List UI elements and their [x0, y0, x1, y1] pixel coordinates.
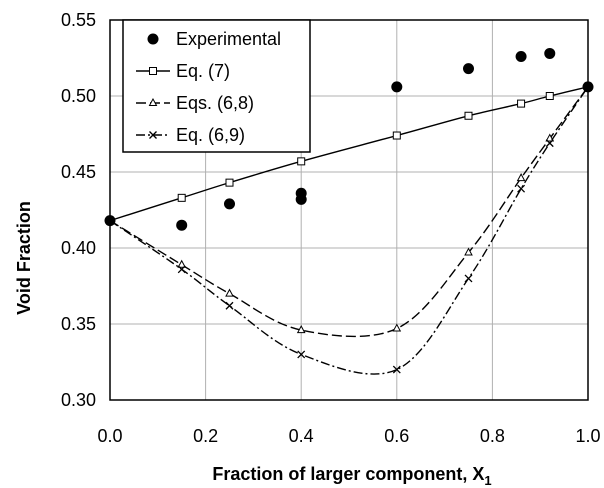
x-tick-labels: 0.0 0.2 0.4 0.6 0.8 1.0: [97, 426, 600, 446]
y-tick-label: 0.30: [61, 390, 96, 410]
data-point-stroke: [545, 139, 554, 148]
data-point: [517, 184, 526, 193]
data-point: [149, 131, 157, 139]
data-point-stroke: [392, 365, 401, 374]
data-point: [463, 63, 474, 75]
y-tick-label: 0.55: [61, 10, 96, 30]
series-eq-7: [106, 82, 592, 225]
data-point: [148, 97, 158, 106]
y-tick-label: 0.40: [61, 238, 96, 258]
x-tick-label: 1.0: [575, 426, 600, 446]
data-point: [391, 81, 403, 93]
legend-label: Experimental: [176, 29, 281, 49]
y-tick-label: 0.50: [61, 86, 96, 106]
data-point: [464, 247, 473, 256]
legend: Experimental Eq. (7) Eqs. (6,8) Eq. (6,9): [122, 19, 311, 153]
data-point: [464, 111, 473, 120]
data-point: [177, 265, 186, 274]
data-point-stroke: [225, 301, 234, 310]
data-point: [392, 365, 401, 374]
data-point: [545, 92, 554, 100]
data-point: [225, 301, 234, 310]
data-point: [544, 47, 556, 59]
legend-item: Eq. (7): [136, 61, 230, 81]
data-point: [296, 325, 306, 334]
x-tick-label: 0.0: [97, 426, 122, 446]
data-point: [225, 288, 234, 297]
data-point: [392, 323, 402, 332]
series-experimental: [104, 47, 594, 231]
legend-label: Eq. (7): [176, 61, 230, 81]
data-point-stroke: [464, 274, 473, 283]
data-point: [176, 219, 188, 231]
data-point: [582, 81, 594, 93]
series-layer: [104, 47, 594, 375]
legend-item: Eq. (6,9): [136, 125, 245, 145]
data-point: [517, 99, 526, 108]
legend-label: Eq. (6,9): [176, 125, 245, 145]
data-point: [297, 157, 306, 166]
data-point: [149, 67, 157, 75]
x-tick-label: 0.2: [193, 426, 218, 446]
data-point: [392, 131, 401, 140]
series-line: [109, 86, 589, 222]
y-axis-title: Void Fraction: [14, 201, 34, 315]
legend-item: Eqs. (6,8): [136, 93, 254, 113]
y-tick-label: 0.45: [61, 162, 96, 182]
data-point: [225, 178, 234, 187]
data-point-stroke: [517, 184, 526, 193]
data-point: [297, 350, 306, 359]
data-point: [464, 274, 473, 283]
data-point: [295, 187, 307, 199]
x-tick-label: 0.8: [480, 426, 505, 446]
data-point: [224, 198, 235, 210]
x-axis-title-main: Fraction of larger component, X: [212, 464, 484, 484]
data-point: [177, 193, 186, 202]
data-point: [147, 33, 159, 45]
x-tick-label: 0.6: [384, 426, 409, 446]
data-point: [516, 173, 526, 182]
data-point: [515, 50, 527, 62]
legend-item: Experimental: [147, 29, 281, 49]
data-point: [177, 259, 187, 268]
x-axis-title-subscript: 1: [484, 473, 491, 488]
data-point: [104, 215, 116, 227]
plot-area: [109, 19, 589, 401]
y-tick-label: 0.35: [61, 314, 96, 334]
data-point-stroke: [149, 131, 157, 139]
x-axis-title: Fraction of larger component, X1: [212, 464, 491, 488]
y-tick-labels: 0.30 0.35 0.40 0.45 0.50 0.55: [61, 10, 96, 410]
data-point-stroke: [297, 350, 306, 359]
data-point: [545, 139, 554, 148]
legend-label: Eqs. (6,8): [176, 93, 254, 113]
x-tick-label: 0.4: [289, 426, 314, 446]
series-line: [109, 86, 589, 375]
data-point-stroke: [177, 265, 186, 274]
